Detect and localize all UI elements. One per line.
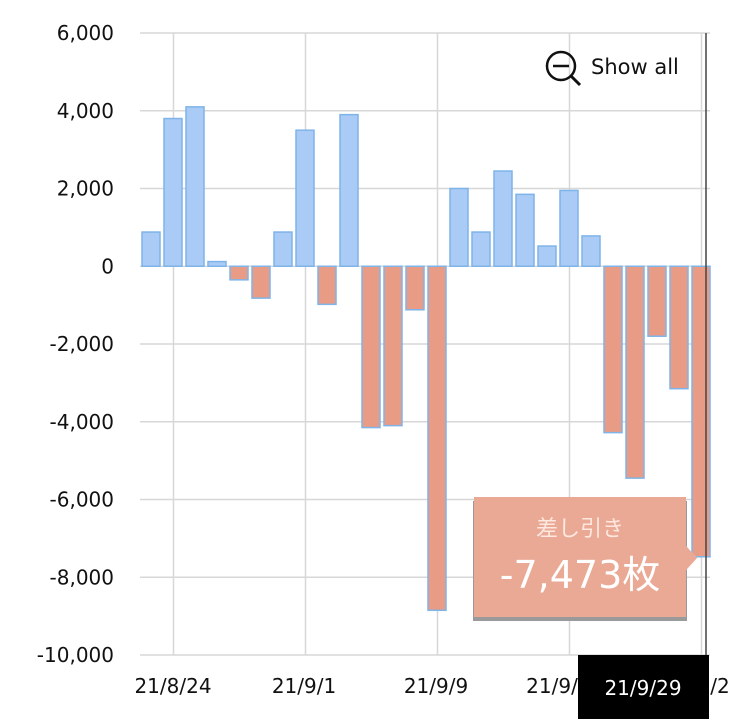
- bar[interactable]: [669, 265, 689, 390]
- bar[interactable]: [537, 245, 557, 268]
- cursor-x-label-text: 21/9/29: [604, 676, 681, 700]
- bar[interactable]: [361, 265, 381, 429]
- bar[interactable]: [691, 265, 711, 558]
- bar-series[interactable]: [141, 106, 711, 612]
- bar[interactable]: [559, 189, 579, 268]
- tooltip-value: -7,473枚: [500, 553, 661, 597]
- y-tick-label: 2,000: [57, 177, 114, 201]
- bar[interactable]: [581, 235, 601, 268]
- bar[interactable]: [603, 265, 623, 434]
- bar[interactable]: [295, 129, 315, 267]
- y-tick-label: -4,000: [50, 410, 114, 434]
- bar[interactable]: [383, 265, 403, 427]
- x-tick-label: /2: [710, 674, 729, 698]
- bar[interactable]: [185, 106, 205, 267]
- bar[interactable]: [317, 265, 337, 306]
- y-tick-label: 6,000: [57, 21, 114, 45]
- y-tick-label: -6,000: [50, 488, 114, 512]
- bar[interactable]: [471, 231, 491, 267]
- x-tick-label: 21/9/: [526, 674, 578, 698]
- y-tick-label: -10,000: [37, 643, 114, 667]
- tooltip-title: 差し引き: [536, 517, 624, 542]
- x-tick-label: 21/9/9: [404, 674, 468, 698]
- bar[interactable]: [625, 265, 645, 479]
- bar[interactable]: [405, 265, 425, 311]
- zoom-out-icon[interactable]: [545, 50, 582, 87]
- show-all-label[interactable]: Show all: [591, 55, 679, 79]
- show-all-button[interactable]: Show all: [545, 50, 679, 87]
- y-tick-label: -2,000: [50, 332, 114, 356]
- bar[interactable]: [251, 265, 271, 299]
- bar[interactable]: [273, 231, 293, 267]
- y-tick-label: -8,000: [50, 565, 114, 589]
- tooltip: 差し引き -7,473枚: [473, 497, 697, 621]
- y-axis: 6,000 4,000 2,000 0 -2,000 -4,000 -6,000 -8,000…: [37, 21, 114, 667]
- bar[interactable]: [229, 265, 249, 281]
- x-tick-label: 21/8/24: [134, 674, 211, 698]
- bar[interactable]: [141, 231, 161, 267]
- bar[interactable]: [427, 265, 447, 612]
- bar[interactable]: [163, 117, 183, 268]
- bar[interactable]: [339, 113, 359, 267]
- bar[interactable]: [515, 193, 535, 267]
- y-tick-label: 4,000: [57, 99, 114, 123]
- x-tick-label: 21/9/1: [272, 674, 336, 698]
- x-axis: 21/8/24 21/9/1 21/9/9 21/9/ /2: [134, 674, 729, 698]
- bar[interactable]: [449, 187, 469, 267]
- bar[interactable]: [647, 265, 667, 337]
- bar[interactable]: [493, 170, 513, 268]
- bar[interactable]: [207, 260, 227, 267]
- cursor-x-label: 21/9/29: [578, 655, 709, 719]
- y-tick-label: 0: [101, 254, 114, 278]
